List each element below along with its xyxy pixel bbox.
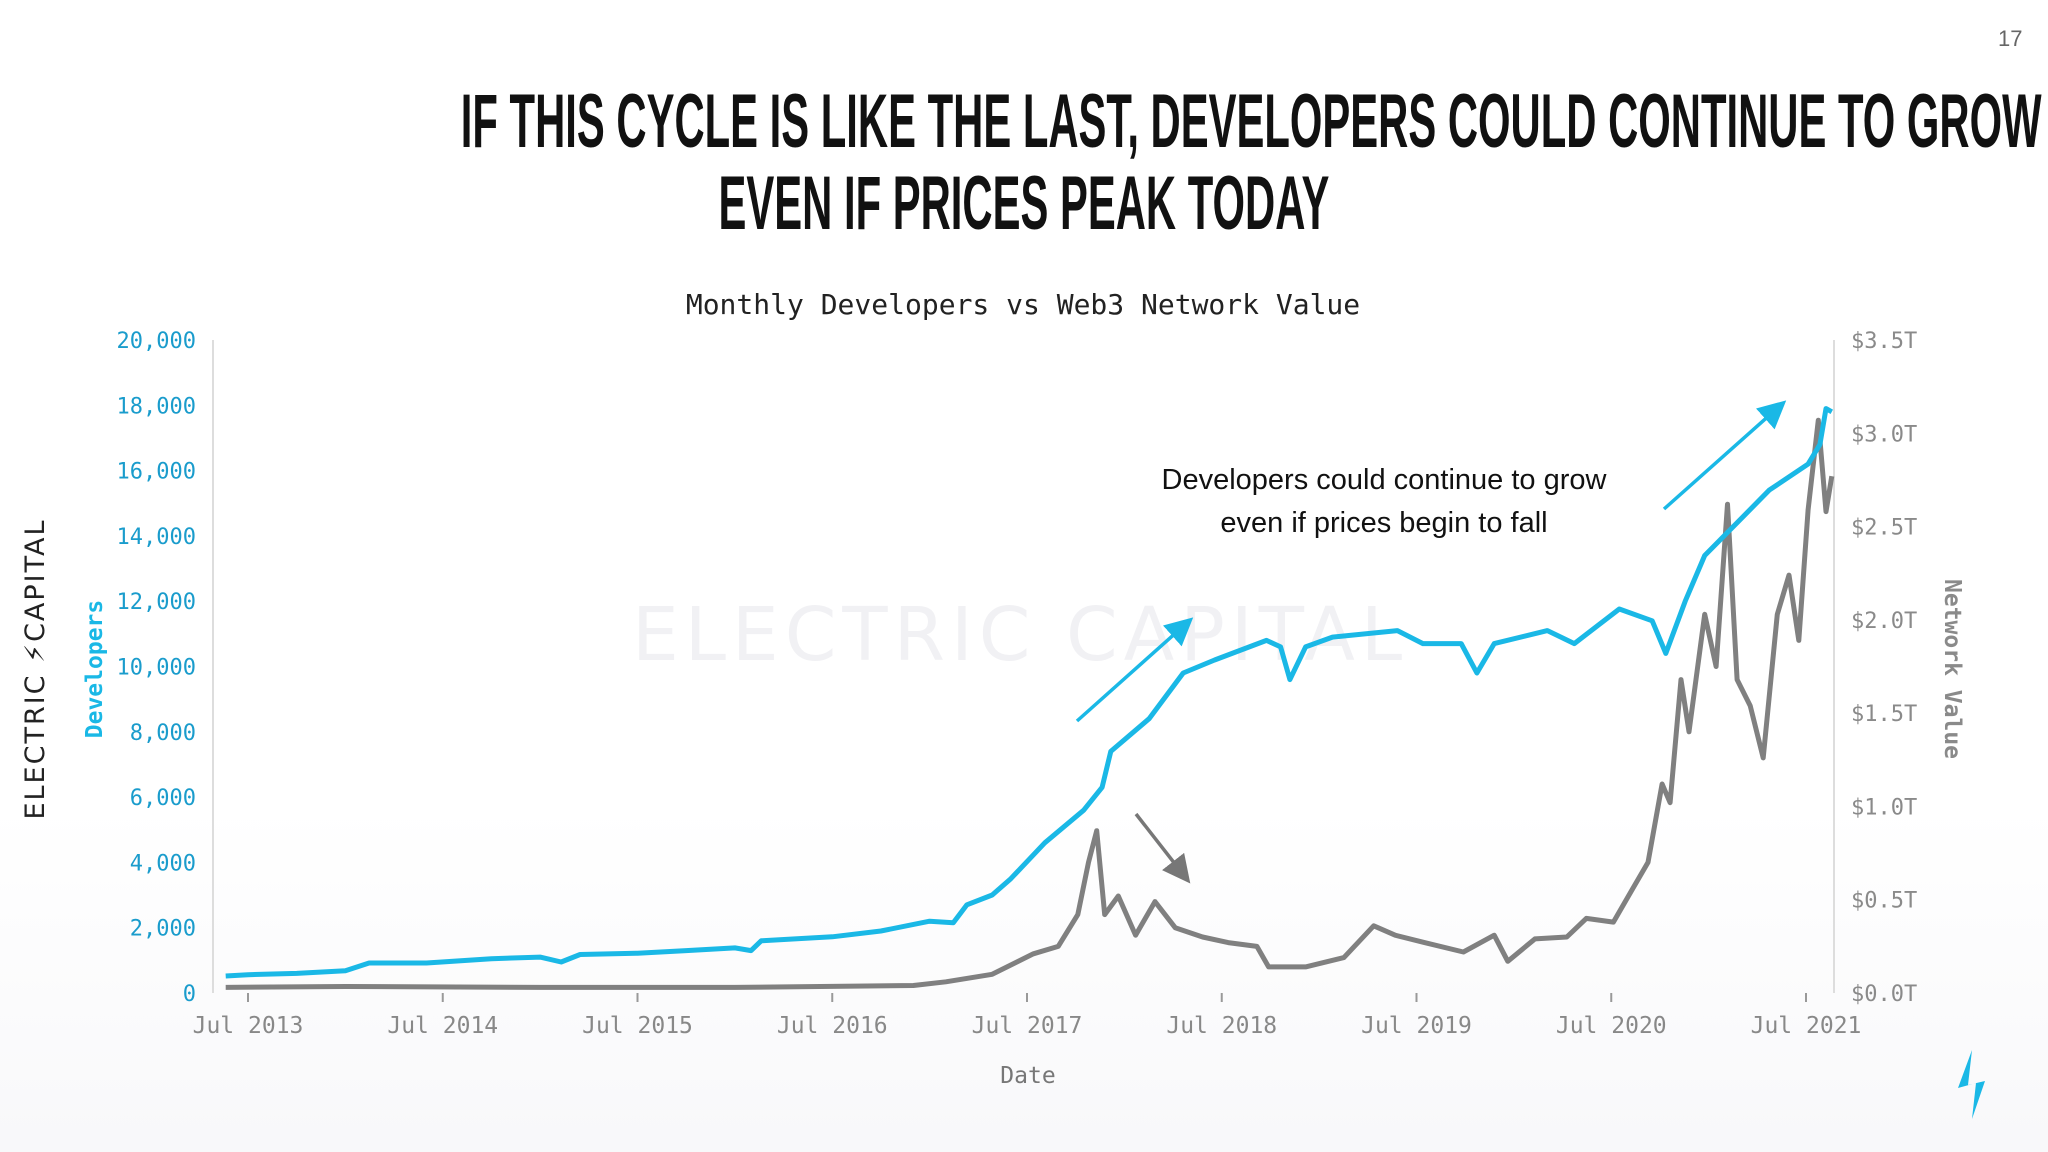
annotation-arrow-developers-2018 bbox=[1075, 617, 1194, 723]
left-axis-ticks: 0 2,000 4,000 6,000 8,000 10,000 12,000 14,000 1… bbox=[117, 329, 196, 1007]
left-tick-label: 18,000 bbox=[117, 394, 196, 419]
right-tick-label: $3.0T bbox=[1851, 422, 1917, 447]
right-tick-label: $0.5T bbox=[1851, 889, 1917, 914]
left-tick-label: 14,000 bbox=[117, 525, 196, 550]
left-tick-label: 12,000 bbox=[117, 590, 196, 615]
lightning-bolt-icon bbox=[1958, 1050, 1985, 1119]
watermark: ELECTRIC CAPITAL bbox=[632, 592, 1408, 678]
left-tick-label: 16,000 bbox=[117, 460, 196, 485]
page-number: 17 bbox=[1998, 26, 2023, 51]
right-tick-label: $1.5T bbox=[1851, 702, 1917, 727]
headline-line-2: EVEN IF PRICES PEAK TODAY bbox=[718, 161, 1330, 246]
x-tick-label: Jul 2018 bbox=[1166, 1013, 1277, 1039]
left-tick-label: 20,000 bbox=[117, 329, 196, 354]
x-tick-label: Jul 2017 bbox=[972, 1013, 1083, 1039]
network-value-line bbox=[225, 417, 1835, 990]
left-axis-label: Developers bbox=[82, 600, 108, 738]
left-tick-label: 4,000 bbox=[130, 851, 196, 876]
right-tick-label: $2.5T bbox=[1851, 516, 1917, 541]
x-tick-label: Jul 2015 bbox=[582, 1013, 693, 1039]
annotation-line-1: Developers could continue to grow bbox=[1162, 464, 1608, 496]
left-tick-label: 10,000 bbox=[117, 656, 196, 681]
right-tick-label: $3.5T bbox=[1851, 329, 1917, 354]
developers-line bbox=[225, 406, 1834, 979]
right-tick-label: $1.0T bbox=[1851, 795, 1917, 820]
left-tick-label: 6,000 bbox=[130, 786, 196, 811]
x-axis-ticks: Jul 2013 Jul 2014 Jul 2015 Jul 2016 Jul 2017… bbox=[193, 993, 1862, 1039]
right-tick-label: $0.0T bbox=[1851, 982, 1917, 1007]
left-tick-label: 8,000 bbox=[130, 721, 196, 746]
x-tick-label: Jul 2013 bbox=[193, 1013, 304, 1039]
svg-text:ELECTRIC ⚡CAPITAL: ELECTRIC ⚡CAPITAL bbox=[20, 518, 51, 819]
annotation-arrow-developers-2021 bbox=[1662, 400, 1787, 511]
left-tick-label: 0 bbox=[183, 982, 196, 1007]
annotation-line-2: even if prices begin to fall bbox=[1220, 507, 1547, 539]
x-tick-label: Jul 2020 bbox=[1556, 1013, 1667, 1039]
x-tick-label: Jul 2021 bbox=[1751, 1013, 1862, 1039]
right-axis-label: Network Value bbox=[1939, 579, 1965, 759]
x-tick-label: Jul 2016 bbox=[777, 1013, 888, 1039]
annotation-arrow-price-2018 bbox=[1134, 812, 1191, 884]
electric-capital-logo: ELECTRIC ⚡CAPITAL bbox=[20, 518, 51, 819]
x-axis-label: Date bbox=[1000, 1063, 1055, 1089]
right-axis-ticks: $0.0T $0.5T $1.0T $1.5T $2.0T $2.5T $3.0T $3.5T bbox=[1851, 329, 1917, 1007]
right-tick-label: $2.0T bbox=[1851, 609, 1917, 634]
left-tick-label: 2,000 bbox=[130, 917, 196, 942]
x-tick-label: Jul 2019 bbox=[1361, 1013, 1472, 1039]
x-tick-label: Jul 2014 bbox=[387, 1013, 498, 1039]
chart-title: Monthly Developers vs Web3 Network Value bbox=[686, 288, 1360, 321]
